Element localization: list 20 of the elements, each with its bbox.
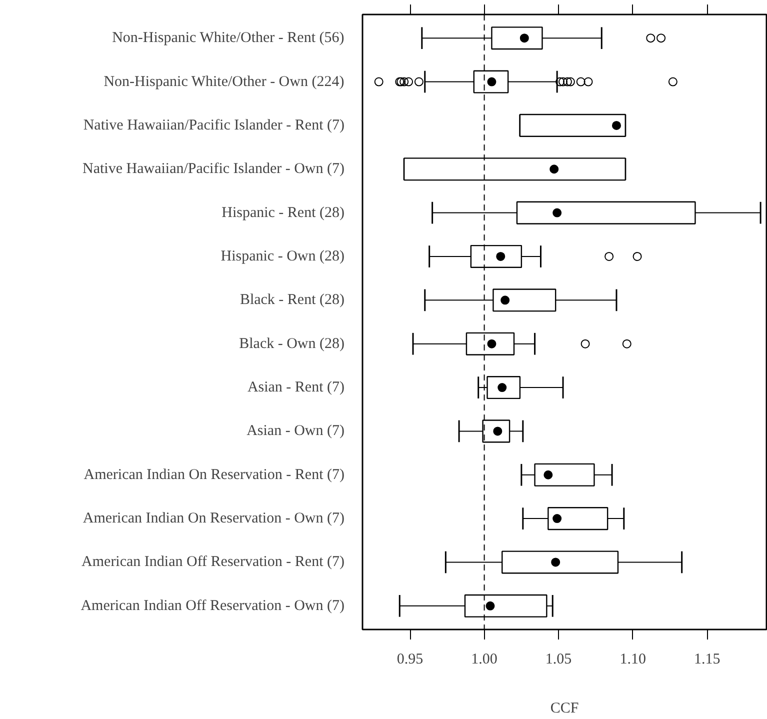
x-tick-label: 1.15 [694, 652, 720, 668]
y-tick-label: Black - Rent (28) [240, 292, 345, 308]
x-tick-label: 1.10 [620, 652, 646, 668]
x-axis-title: CCF [550, 700, 579, 716]
y-tick-label: Non-Hispanic White/Other - Rent (56) [112, 30, 344, 46]
y-tick-label: Hispanic - Rent (28) [222, 204, 345, 221]
y-tick-label: Black - Own (28) [239, 336, 345, 352]
x-tick-label: 1.05 [545, 652, 572, 668]
y-tick-label: Asian - Rent (7) [247, 380, 345, 396]
x-tick-label: 0.95 [396, 652, 424, 668]
x-tick-label: 1.00 [471, 652, 498, 668]
y-tick-label: American Indian Off Reservation - Rent (7) [82, 554, 345, 570]
y-tick-label: Asian - Own (7) [246, 423, 345, 440]
y-tick-label: American Indian Off Reservation - Own (7) [80, 598, 345, 614]
y-tick-label: Native Hawaiian/Pacific Islander - Own (7) [82, 161, 345, 178]
y-tick-label: Hispanic - Own (28) [220, 248, 345, 264]
y-tick-label: American Indian On Reservation - Own (7) [82, 510, 345, 527]
y-tick-label: Non-Hispanic White/Other - Own (224) [104, 74, 344, 90]
y-tick-label: American Indian On Reservation - Rent (7) [84, 466, 345, 483]
y-tick-label: Native Hawaiian/Pacific Islander - Rent (7) [83, 117, 345, 134]
